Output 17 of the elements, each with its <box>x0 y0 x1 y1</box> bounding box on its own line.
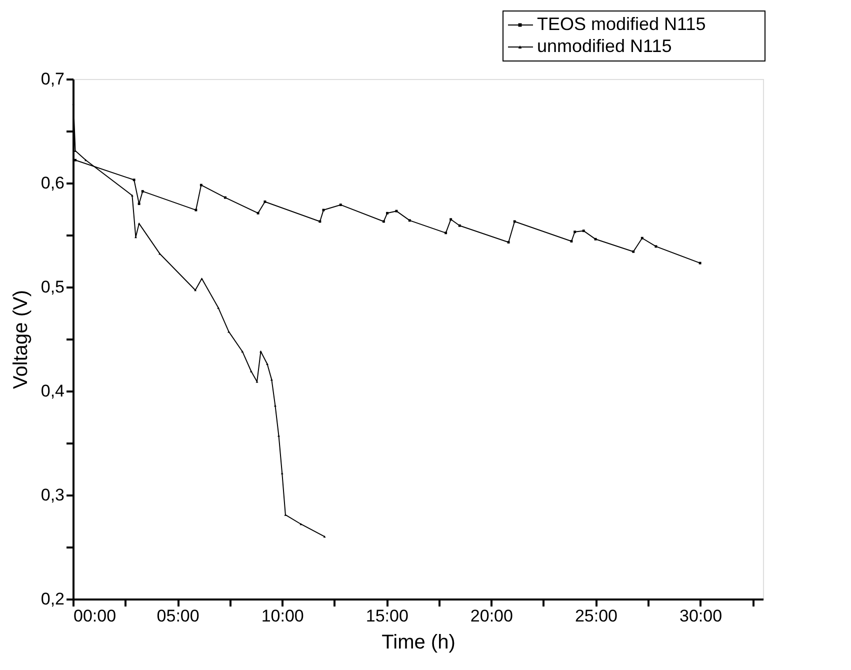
x-tick-label: 05:00 <box>156 606 200 626</box>
y-tick-label: 0,5 <box>40 278 64 296</box>
y-tick-label: 0,7 <box>40 70 64 88</box>
legend-label: unmodified N115 <box>537 36 672 56</box>
x-tick-label: 25:00 <box>574 606 618 626</box>
y-tick-label: 0,2 <box>40 590 64 608</box>
x-tick-label: 20:00 <box>470 606 513 626</box>
y-axis-title: Voltage (V) <box>10 290 32 389</box>
x-tick-label: 15:00 <box>366 606 408 626</box>
legend-label: TEOS modified N115 <box>537 14 706 34</box>
y-tick-label: 0,6 <box>40 174 64 192</box>
y-tick-label: 0,3 <box>40 486 64 504</box>
x-axis-title: Time (h) <box>382 632 456 654</box>
y-tick-label: 0,4 <box>40 382 64 400</box>
x-tick-label: 00:00 <box>74 606 116 626</box>
x-tick-label: 10:00 <box>261 606 304 626</box>
x-tick-label: 30:00 <box>680 606 722 626</box>
